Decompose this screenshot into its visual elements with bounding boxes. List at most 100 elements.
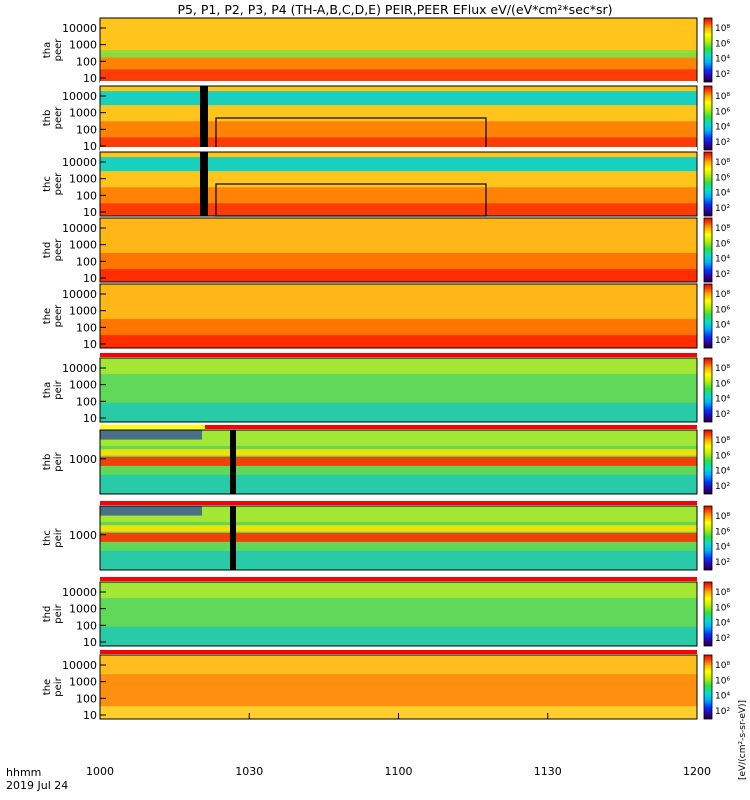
y-tick-label: 10 — [83, 338, 97, 351]
panel-frame — [99, 505, 698, 571]
spectrogram-band — [100, 626, 697, 646]
colorbar-tick-label: 10⁴ — [715, 395, 730, 405]
colorbar — [703, 429, 713, 495]
colorbar-tick-label: 10⁶ — [715, 39, 730, 49]
y-tick-label: 100 — [76, 55, 97, 68]
y-tick-label: 100 — [76, 255, 97, 268]
spectrogram-band — [100, 203, 697, 216]
colorbar-tick-label: 10⁸ — [715, 436, 730, 446]
x-tick-label: 1130 — [534, 765, 562, 778]
y-tick-label: 10000 — [62, 659, 97, 672]
status-bar — [100, 650, 697, 654]
spectrogram-band — [100, 253, 697, 270]
y-tick-label: 1000 — [69, 529, 97, 542]
colorbar-tick-label: 10⁶ — [715, 173, 730, 183]
spectrogram-band — [100, 474, 697, 494]
panel-thd-peir: 10000 1000 100 10 thdpeir 10⁸ 10⁶ 10⁴ 10² — [42, 577, 730, 649]
colorbar-tick-label: 10⁸ — [715, 661, 730, 671]
y-tick-label: 10 — [83, 709, 97, 722]
spectrogram-band — [100, 374, 697, 403]
time-axis-label: hhmm — [6, 766, 41, 779]
panel-frame — [99, 217, 698, 283]
colorbar-tick-label: 10⁴ — [715, 189, 730, 199]
y-tick-label: 1000 — [69, 676, 97, 689]
colorbar-tick-label: 10⁴ — [715, 619, 730, 629]
colorbar — [703, 581, 713, 647]
colorbar-tick-label: 10² — [715, 482, 730, 492]
panel-label: thbpeir — [42, 451, 64, 471]
spectrogram-band — [100, 50, 697, 58]
y-tick-label: 10000 — [62, 222, 97, 235]
colorbar-tick-label: 10² — [715, 204, 730, 214]
colorbar-tick-label: 10⁸ — [715, 24, 730, 34]
status-bar — [100, 501, 697, 505]
panel-label: thcpeer — [42, 172, 64, 196]
status-bar — [100, 147, 697, 151]
y-tick-label: 1000 — [69, 305, 97, 318]
y-tick-label: 1000 — [69, 239, 97, 252]
colorbar-tick-label: 10² — [715, 336, 730, 346]
x-tick-label: 1030 — [235, 765, 263, 778]
colorbar-tick-label: 10⁸ — [715, 224, 730, 234]
spectrogram-band — [100, 582, 697, 598]
y-tick-label: 100 — [76, 321, 97, 334]
panel-thb-peir: 1000 thbpeir 10⁸ 10⁶ 10⁴ 10² — [42, 425, 730, 495]
colorbar-tick-label: 10⁸ — [715, 158, 730, 168]
colorbar-tick-label: 10⁶ — [715, 527, 730, 537]
colorbar-tick-label: 10² — [715, 410, 730, 420]
spectrogram-band — [100, 91, 697, 106]
y-tick-label: 10000 — [62, 288, 97, 301]
colorbar — [703, 151, 713, 217]
spectrogram-band — [100, 674, 697, 707]
colorbar-tick-label: 10⁶ — [715, 451, 730, 461]
colorbar-tick-label: 10⁴ — [715, 55, 730, 65]
y-tick-label: 10 — [83, 412, 97, 425]
panel-label: thapeir — [42, 379, 64, 399]
date-label: 2019 Jul 24 — [6, 779, 68, 792]
panel-frame — [99, 357, 698, 423]
spectrogram-band — [100, 655, 697, 675]
spectrogram-band — [100, 335, 697, 348]
y-tick-label: 10000 — [62, 586, 97, 599]
y-tick-label: 1000 — [69, 603, 97, 616]
panel-label: thepeer — [42, 304, 64, 328]
panel-tha-peir: 10000 1000 100 10 thapeir 10⁸ 10⁶ 10⁴ 10² — [42, 353, 730, 425]
panel-label: thbpeer — [42, 106, 64, 130]
colorbar — [703, 217, 713, 283]
colorbar-tick-label: 10⁸ — [715, 588, 730, 598]
y-tick-label: 10000 — [62, 22, 97, 35]
spectrogram-band — [100, 187, 697, 204]
x-tick-label: 1100 — [385, 765, 413, 778]
spectrogram-band — [100, 137, 697, 150]
spectrogram-band — [100, 430, 697, 446]
spectrogram-band — [100, 532, 697, 542]
y-tick-label: 100 — [76, 395, 97, 408]
status-bar — [100, 353, 697, 357]
spectrogram-band — [100, 358, 697, 374]
y-tick-label: 10 — [83, 140, 97, 153]
colorbar-tick-label: 10² — [715, 558, 730, 568]
colorbar-tick-label: 10⁶ — [715, 379, 730, 389]
y-tick-label: 10000 — [62, 362, 97, 375]
spectrogram-band — [100, 449, 697, 456]
data-gap-column — [230, 506, 236, 570]
spectrogram-band — [100, 157, 697, 172]
y-tick-label: 1000 — [69, 107, 97, 120]
spectrogram-band — [100, 550, 697, 570]
spectrogram-band — [100, 525, 697, 532]
panel-label: thdpeer — [42, 238, 64, 262]
data-gap-column — [230, 430, 236, 494]
colorbar-tick-label: 10² — [715, 707, 730, 717]
panel-label: thcpeir — [42, 527, 64, 547]
colorbar — [703, 85, 713, 151]
y-tick-label: 100 — [76, 123, 97, 136]
spectrogram-band — [100, 506, 697, 522]
data-gap-column — [200, 152, 208, 216]
y-tick-label: 10 — [83, 272, 97, 285]
colorbar — [703, 505, 713, 571]
panel-tha-peer: 10000 1000 100 10 thapeer 10⁸ 10⁶ 10⁴ 10² — [42, 17, 730, 85]
y-tick-label: 100 — [76, 619, 97, 632]
panel-label: thepeir — [42, 676, 64, 696]
colorbar-tick-label: 10⁶ — [715, 603, 730, 613]
spectrogram-band — [100, 456, 697, 466]
